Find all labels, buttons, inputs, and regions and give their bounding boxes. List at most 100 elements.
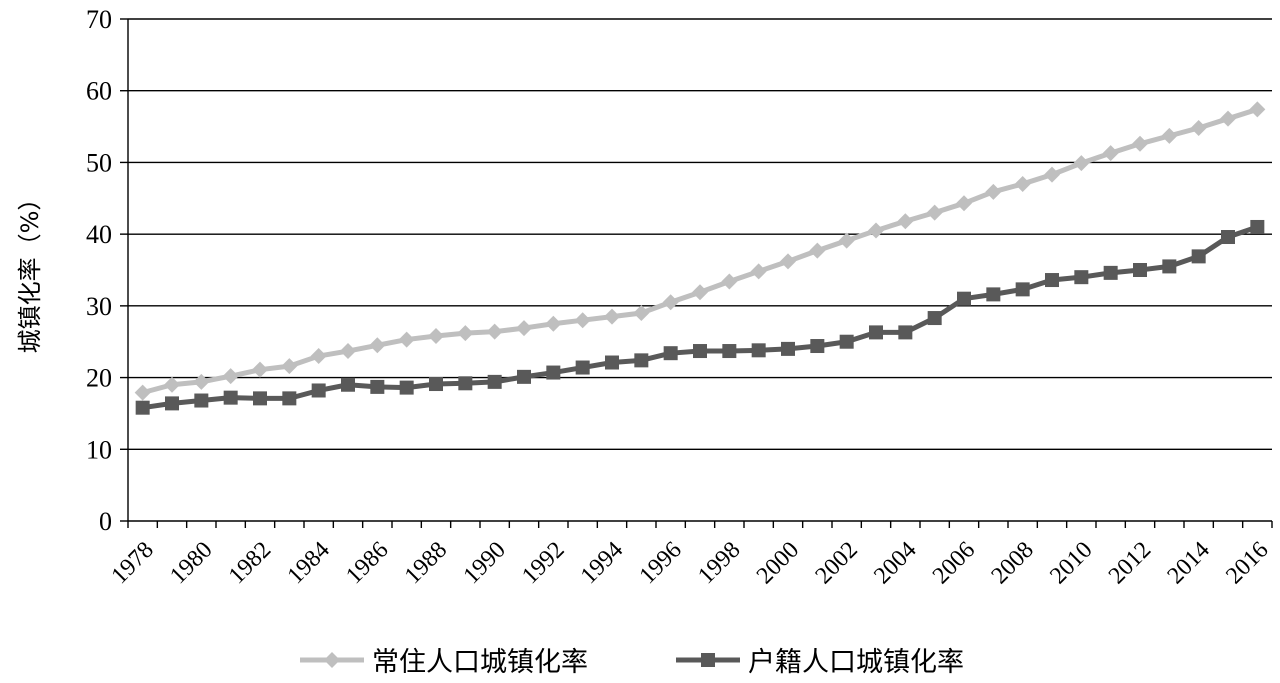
x-tick-label: 1994	[576, 537, 628, 589]
data-point	[1132, 135, 1148, 152]
data-point	[956, 195, 972, 212]
x-tick-label: 1980	[165, 537, 217, 589]
series-group	[134, 101, 1266, 415]
x-tick-label: 2000	[752, 537, 804, 589]
x-tick-label: 1988	[400, 537, 452, 589]
y-tick-label: 20	[86, 364, 112, 393]
x-tick-label: 2014	[1163, 537, 1215, 589]
data-point	[898, 325, 913, 340]
series-line	[142, 224, 1259, 411]
x-tick-label: 1984	[283, 537, 335, 589]
data-point	[252, 361, 268, 378]
data-point	[165, 396, 179, 411]
x-tick-label: 1982	[224, 537, 276, 589]
data-point	[341, 377, 355, 392]
data-point	[722, 344, 737, 359]
legend: 常住人口城镇化率 户籍人口城镇化率	[300, 647, 964, 678]
x-tick-label: 1990	[459, 537, 511, 589]
y-tick-label: 70	[86, 5, 112, 34]
y-tick-label: 0	[99, 507, 112, 536]
data-point	[546, 365, 561, 380]
legend-label: 户籍人口城镇化率	[748, 647, 964, 678]
data-point	[868, 222, 884, 239]
data-point	[721, 273, 738, 290]
data-point	[1133, 263, 1147, 277]
data-point	[604, 308, 620, 325]
data-point	[1044, 166, 1060, 183]
axes	[120, 18, 1273, 528]
data-point	[311, 383, 326, 398]
data-point	[1161, 127, 1178, 144]
data-point	[1250, 219, 1265, 234]
data-point	[869, 325, 883, 340]
data-point	[780, 253, 796, 270]
data-point	[282, 391, 297, 406]
x-tick-label: 1998	[693, 537, 745, 589]
data-point	[222, 368, 239, 385]
data-point	[545, 315, 562, 332]
data-point	[223, 390, 238, 405]
y-tick-label: 40	[86, 220, 112, 249]
x-tick-label: 1992	[517, 537, 569, 589]
data-point	[457, 325, 474, 342]
data-point	[135, 400, 150, 415]
data-point	[164, 376, 180, 393]
x-tick-label: 2012	[1104, 537, 1156, 589]
data-point	[810, 339, 825, 354]
x-tick-label: 2006	[928, 537, 980, 589]
data-point	[398, 331, 415, 348]
x-tick-label: 1978	[107, 537, 159, 589]
data-point	[1014, 175, 1031, 192]
data-point	[927, 311, 942, 326]
data-point	[1102, 145, 1119, 162]
data-point	[663, 346, 678, 361]
data-point	[633, 305, 650, 322]
data-point	[1220, 110, 1236, 127]
data-point	[517, 369, 531, 384]
data-point	[1190, 120, 1207, 137]
data-point	[369, 337, 386, 354]
x-tick-label: 2008	[987, 537, 1039, 589]
data-point	[1221, 230, 1235, 245]
y-tick-label: 60	[86, 77, 112, 106]
data-point	[693, 344, 707, 359]
data-point	[1015, 282, 1030, 297]
x-tick-label: 2004	[869, 537, 921, 589]
x-tick-label: 2002	[811, 537, 863, 589]
data-point	[486, 323, 503, 340]
data-point	[986, 287, 1001, 302]
data-point	[516, 320, 532, 337]
data-point	[487, 374, 502, 389]
gridlines	[128, 18, 1272, 450]
data-point	[428, 327, 444, 344]
data-point	[370, 379, 385, 394]
data-point	[692, 284, 708, 301]
data-point	[781, 341, 795, 356]
legend-item-2: 户籍人口城镇化率	[676, 647, 964, 678]
data-point	[574, 312, 591, 329]
legend-label: 常住人口城镇化率	[372, 647, 588, 678]
series-2	[135, 219, 1265, 415]
data-point	[194, 393, 209, 408]
x-tick-label: 1996	[635, 537, 687, 589]
x-tick-label: 2010	[1045, 537, 1097, 589]
data-point	[1191, 249, 1206, 264]
data-point	[1074, 270, 1089, 285]
data-point	[458, 376, 473, 391]
y-tick-labels: 0 10 20 30 40 50 60 70	[86, 5, 112, 536]
data-point	[399, 380, 414, 395]
x-tick-label: 1986	[341, 537, 393, 589]
data-point	[957, 291, 971, 306]
y-axis-label: 城镇化率（%）	[16, 187, 44, 354]
data-point	[1103, 265, 1118, 280]
legend-marker	[701, 653, 715, 667]
data-point	[310, 348, 327, 365]
data-point	[281, 358, 298, 375]
data-point	[838, 232, 855, 249]
data-point	[926, 204, 943, 221]
x-tick-label: 2016	[1221, 537, 1273, 589]
data-point	[634, 353, 649, 368]
data-point	[662, 294, 679, 311]
data-point	[1073, 155, 1090, 172]
